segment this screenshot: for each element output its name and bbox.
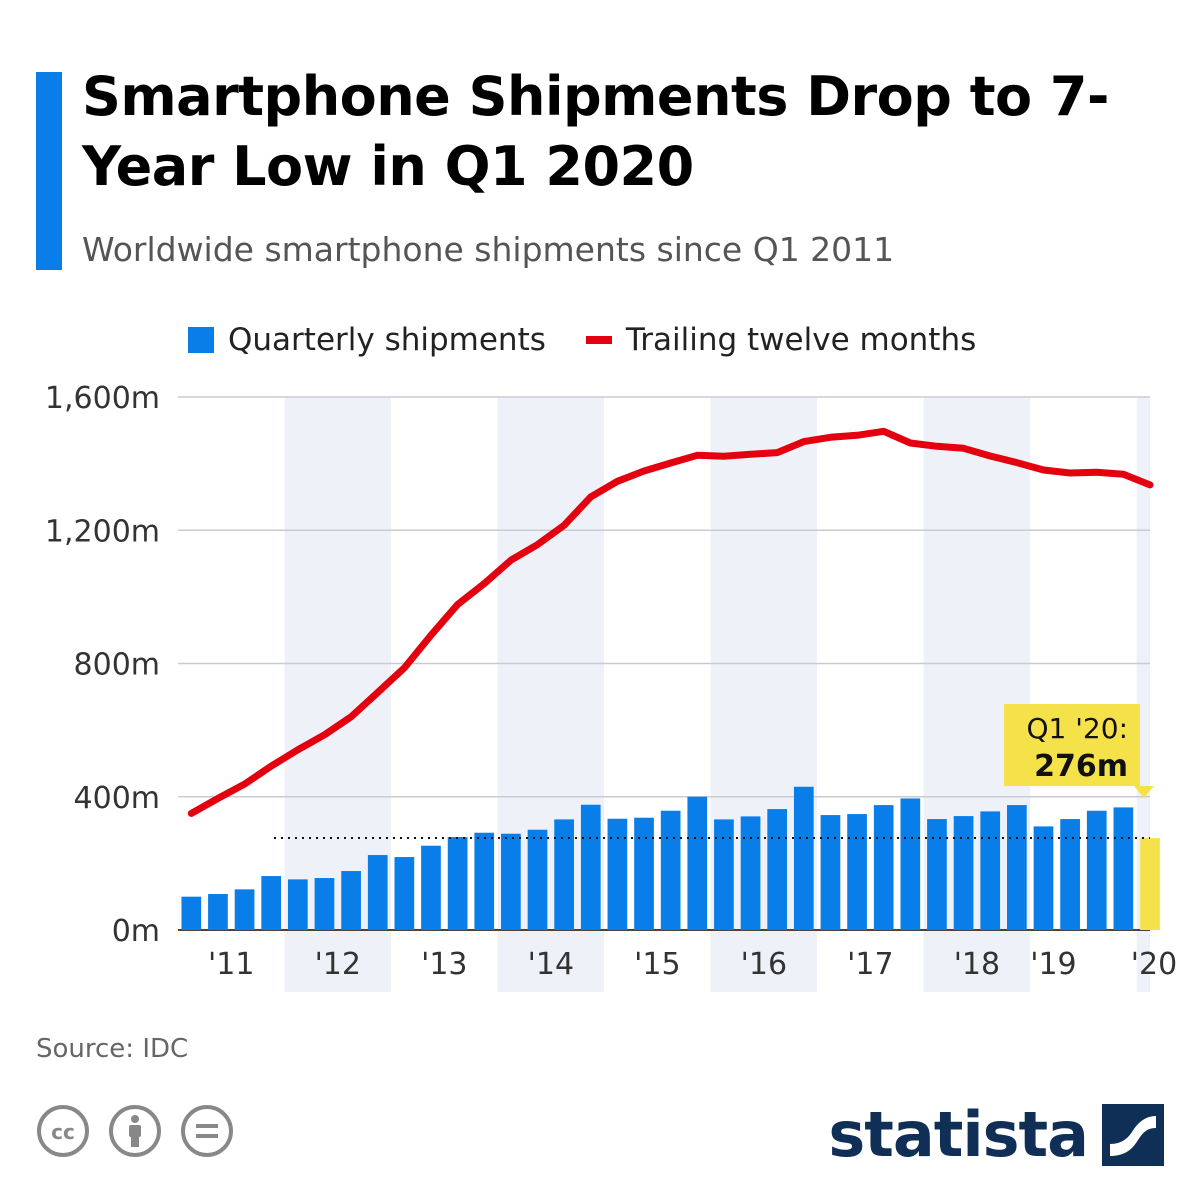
bar: [287, 879, 308, 930]
x-tick-label: '11: [208, 947, 254, 982]
bar: [367, 855, 388, 930]
bar: [740, 816, 761, 930]
bar: [181, 896, 202, 930]
x-tick-label: '15: [634, 947, 680, 982]
creative-commons-icon[interactable]: cc: [36, 1104, 90, 1158]
bar: [527, 829, 548, 930]
bar: [421, 845, 441, 930]
no-derivatives-icon[interactable]: [180, 1104, 234, 1158]
page-subtitle: Worldwide smartphone shipments since Q1 …: [82, 230, 895, 269]
bar: [580, 804, 601, 930]
legend-item-ttm: Trailing twelve months: [585, 322, 977, 358]
bar: [900, 798, 921, 930]
annotation-line1: Q1 '20:: [1026, 712, 1128, 745]
bar: [980, 811, 1001, 930]
x-tick-label: '17: [847, 947, 893, 982]
annotation-line2: 276m: [1034, 749, 1128, 784]
line-trailing-twelve-months: [187, 427, 1154, 817]
bar: [554, 819, 574, 930]
bar: [261, 876, 282, 930]
bar: [687, 796, 708, 930]
x-tick-label: '20: [1131, 947, 1177, 982]
bar-highlight: [1140, 838, 1160, 930]
page-title: Smartphone Shipments Drop to 7-Year Low …: [82, 65, 1109, 198]
legend-swatch-line-icon: [585, 336, 612, 344]
bar: [234, 889, 255, 930]
legend-swatch-bar-icon: [188, 327, 214, 353]
statista-logo[interactable]: statista: [828, 1100, 1164, 1170]
x-tick-label: '13: [421, 947, 467, 982]
x-tick-label: '12: [315, 947, 361, 982]
bar: [634, 817, 654, 930]
bar: [1033, 826, 1054, 930]
bar: [394, 857, 415, 930]
bar: [1060, 819, 1080, 930]
annotation-callout: Q1 '20: 276m: [1004, 704, 1154, 798]
y-tick-label: 400m: [74, 781, 160, 816]
legend-item-quarterly: Quarterly shipments: [188, 322, 546, 358]
bar: [1113, 807, 1134, 930]
bar: [873, 805, 894, 930]
attribution-icon[interactable]: [108, 1104, 162, 1158]
y-tick-label: 800m: [74, 648, 160, 683]
bar: [607, 818, 628, 930]
logo-text: statista: [828, 1098, 1089, 1171]
x-tick-label: '19: [1030, 947, 1076, 982]
y-tick-label: 1,200m: [45, 514, 160, 549]
bar: [767, 809, 788, 930]
bar: [953, 816, 974, 930]
bar: [714, 819, 734, 930]
bar: [447, 837, 468, 930]
license-icons: cc: [36, 1104, 252, 1158]
y-tick-label: 0m: [112, 914, 160, 949]
bar: [1086, 810, 1107, 930]
bar: [474, 832, 495, 930]
bar: [820, 815, 841, 930]
svg-text:cc: cc: [51, 1120, 75, 1144]
bar: [341, 871, 361, 930]
legend-label-ttm: Trailing twelve months: [625, 322, 977, 358]
x-tick-label: '18: [954, 947, 1000, 982]
y-tick-label: 1,600m: [45, 381, 160, 416]
x-tick-label: '14: [528, 947, 574, 982]
bar: [793, 786, 814, 930]
bar: [1006, 805, 1027, 930]
chart-legend: Quarterly shipments Trailing twelve mont…: [188, 318, 1016, 362]
statista-logo-mark-icon: [1102, 1104, 1164, 1166]
chart: 0m 400m 800m 1,200m 1,600m '11 '12 '13 '14 '15 '1…: [45, 381, 1177, 992]
bar: [314, 878, 335, 930]
bar: [660, 810, 681, 930]
title-accent-bar: [36, 72, 62, 270]
legend-label-quarterly: Quarterly shipments: [228, 322, 546, 358]
bar: [208, 894, 228, 930]
x-tick-label: '16: [741, 947, 787, 982]
bar: [927, 819, 947, 930]
bar: [501, 833, 521, 930]
source-note: Source: IDC: [36, 1034, 189, 1064]
bar: [847, 814, 867, 930]
